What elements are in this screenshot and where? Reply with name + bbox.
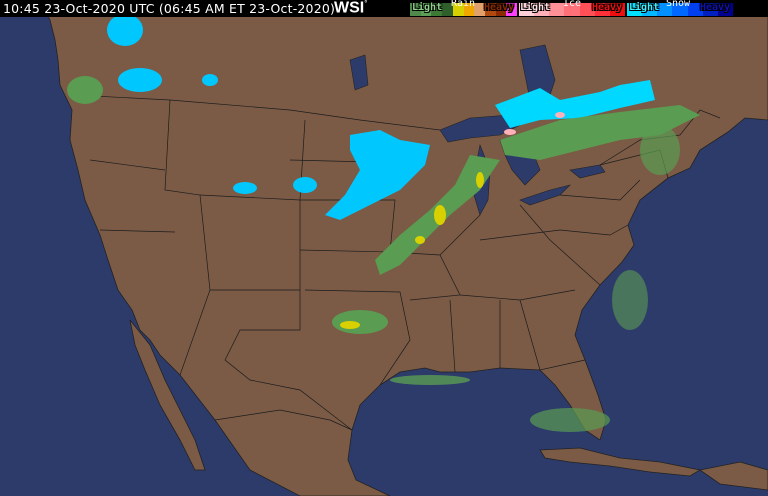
ice-title: Ice: [563, 0, 582, 9]
snow-legend-swatch: [672, 3, 688, 16]
snow-legend-swatch: [642, 3, 658, 16]
legend-ice: [519, 3, 625, 16]
precipitation: [67, 14, 700, 432]
snow-heavy-label: Heavy: [700, 2, 731, 13]
snow-legend-swatch: [627, 3, 643, 16]
ice-legend-swatch: [579, 3, 595, 16]
legend-snow: [627, 3, 733, 16]
rain-legend-swatch: [463, 3, 475, 16]
lake-ontario: [569, 164, 606, 179]
moderate-rain: [340, 172, 484, 329]
ice-legend-swatch: [564, 3, 580, 16]
ice-legend-swatch: [534, 3, 550, 16]
baja-peninsula: [129, 319, 206, 471]
rain-heavy-label: Heavy: [484, 2, 515, 13]
logo-text: WSI: [334, 0, 365, 17]
ice-light-label: Light: [520, 2, 551, 13]
lake-winnipeg: [349, 54, 369, 91]
rain-legend-swatch: [452, 3, 464, 16]
snow-legend-swatch: [687, 3, 703, 16]
ice-legend-swatch: [519, 3, 535, 16]
header-bar: 10:45 23-Oct-2020 UTC (06:45 AM ET 23-Oc…: [0, 0, 768, 17]
rain-legend-swatch: [495, 3, 507, 16]
rain-legend-swatch: [410, 3, 421, 16]
hispaniola: [699, 461, 768, 491]
snow-areas: [107, 14, 655, 220]
ice-legend-swatch: [609, 3, 625, 16]
ice-heavy-label: Heavy: [592, 2, 623, 13]
wsi-logo: WSI°: [334, 0, 368, 17]
rain-legend-swatch: [431, 3, 443, 16]
rain-legend-swatch: [420, 3, 432, 16]
snow-title: Snow: [666, 0, 691, 9]
rain-light-label: Light: [412, 2, 443, 13]
cuba: [539, 447, 702, 477]
rain-legend-swatch: [506, 3, 518, 16]
snow-legend-swatch: [657, 3, 673, 16]
legend-rain: [410, 3, 518, 16]
lake-erie: [519, 184, 571, 206]
snow-light-label: Light: [629, 2, 660, 13]
ice-legend-swatch: [549, 3, 565, 16]
timestamp: 10:45 23-Oct-2020 UTC (06:45 AM ET 23-Oc…: [3, 1, 336, 16]
state-borders: [74, 94, 721, 431]
rain-legend-swatch: [442, 3, 453, 16]
rain-legend-swatch: [484, 3, 496, 16]
rain-legend-swatch: [474, 3, 485, 16]
snow-legend-swatch: [717, 3, 733, 16]
ice-areas: [504, 112, 565, 135]
snow-legend-swatch: [702, 3, 718, 16]
rain-title: Rain: [451, 0, 476, 9]
ice-legend-swatch: [594, 3, 610, 16]
